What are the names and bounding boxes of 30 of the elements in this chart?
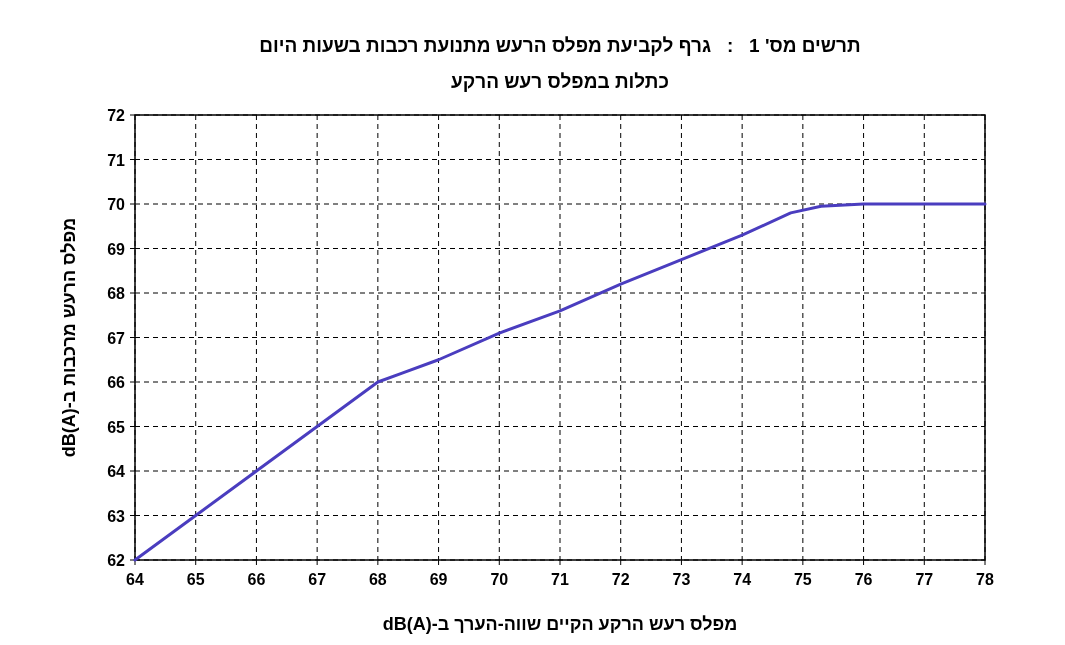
x-tick-label: 71	[551, 571, 569, 588]
x-tick-label: 76	[854, 571, 873, 588]
y-tick-label: 68	[107, 285, 126, 302]
y-tick-label: 63	[107, 507, 126, 525]
y-tick-label: 70	[107, 196, 126, 213]
y-tick-label: 71	[107, 151, 126, 169]
x-tick-label: 67	[308, 571, 327, 588]
x-tick-label: 68	[368, 571, 387, 588]
x-tick-label: 66	[247, 571, 266, 588]
chart-subtitle: כתלות במפלס רעש הרקע	[451, 71, 669, 92]
x-tick-label: 78	[976, 571, 994, 588]
chart-title: תרשים מס' 1 : גרף לקביעת מפלס הרעש מתנועת רכבות בשעות היום	[259, 35, 861, 56]
x-tick-label: 69	[429, 571, 448, 588]
x-tick-label: 65	[186, 571, 205, 588]
y-tick-label: 66	[107, 374, 126, 391]
x-tick-label: 77	[915, 571, 934, 588]
x-tick-label: 75	[793, 571, 812, 588]
y-tick-label: 69	[107, 240, 126, 258]
x-tick-label: 64	[126, 571, 144, 588]
x-tick-label: 74	[733, 571, 752, 588]
x-tick-label: 72	[611, 571, 630, 588]
x-axis-title: מפלס רעש הרקע הקיים שווה-הערך ב-dB(A)	[382, 614, 738, 634]
y-axis-title: מפלס הרעש מרכבות ב-dB(A)	[59, 217, 79, 458]
y-tick-label: 67	[107, 329, 126, 347]
y-tick-label: 65	[107, 418, 126, 436]
y-tick-label: 62	[107, 552, 126, 569]
y-tick-label: 72	[107, 107, 126, 124]
y-tick-label: 64	[107, 463, 126, 480]
x-tick-label: 70	[490, 571, 509, 588]
x-tick-label: 73	[672, 571, 691, 588]
